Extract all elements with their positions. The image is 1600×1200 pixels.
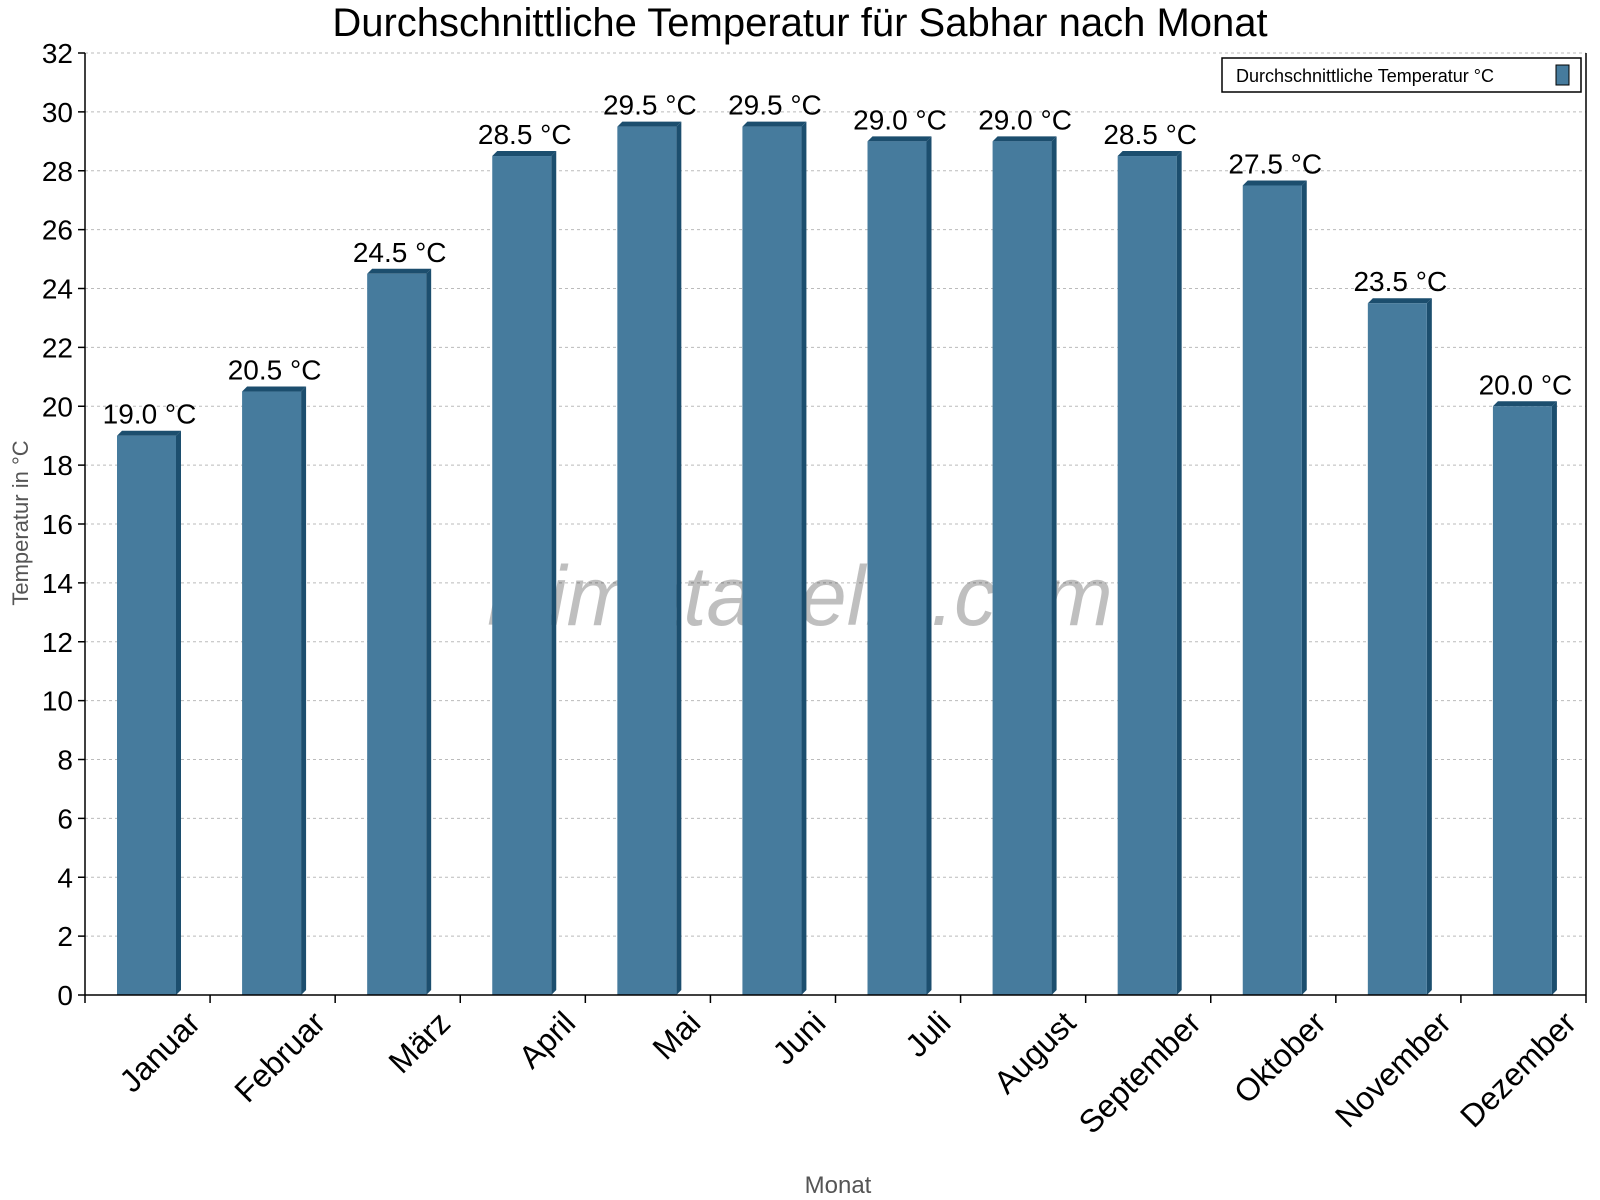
bar-side — [1551, 401, 1557, 995]
bar-top — [867, 136, 932, 142]
data-label: 20.0 °C — [1479, 369, 1573, 400]
bar — [1242, 185, 1302, 995]
bar-side — [301, 386, 307, 995]
y-tick-label: 22 — [42, 332, 73, 363]
data-label: 29.0 °C — [853, 104, 947, 135]
legend: Durchschnittliche Temperatur °C — [1221, 57, 1582, 93]
bar-group: 29.0 °C — [978, 104, 1072, 995]
bars: 19.0 °C 20.5 °C 24.5 °C 28.5 °C 29.5 °C 29.5 … — [103, 90, 1573, 995]
y-tick-label: 10 — [42, 686, 73, 717]
y-tick-label: 20 — [42, 391, 73, 422]
bar — [242, 391, 302, 995]
bar — [367, 273, 427, 995]
data-label: 29.5 °C — [728, 90, 822, 121]
legend-swatch — [1555, 64, 1570, 86]
data-label: 20.5 °C — [228, 355, 322, 386]
y-tick-label: 6 — [57, 803, 73, 834]
bar-group: 20.0 °C — [1479, 369, 1573, 995]
y-tick-label: 8 — [57, 745, 73, 776]
x-tick-label: Juli — [898, 1004, 957, 1063]
bar-side — [801, 121, 807, 995]
x-tick-label: August — [987, 1004, 1083, 1100]
data-label: 27.5 °C — [1228, 148, 1322, 179]
bar-group: 19.0 °C — [103, 399, 197, 995]
bar — [742, 126, 802, 995]
y-tick-label: 28 — [42, 156, 73, 187]
x-tick-label: April — [512, 1004, 583, 1075]
data-label: 29.0 °C — [978, 104, 1072, 135]
x-tick-label: Februar — [227, 1004, 332, 1109]
bar-top — [1117, 151, 1182, 157]
y-tick-label: 30 — [42, 97, 73, 128]
bar-top — [1367, 298, 1432, 304]
bar — [1117, 156, 1177, 995]
bar-side — [426, 268, 432, 995]
y-tick-label: 16 — [42, 509, 73, 540]
x-tick-label: September — [1072, 1004, 1208, 1140]
bar-top — [1242, 180, 1307, 186]
y-axis-label: Temperatur in °C — [8, 440, 33, 605]
bar-side — [551, 151, 557, 995]
bar — [617, 126, 677, 995]
y-tick-label: 0 — [57, 980, 73, 1011]
bar-group: 29.0 °C — [853, 104, 947, 995]
bar-side — [926, 136, 932, 995]
y-tick-label: 32 — [42, 38, 73, 69]
bar-top — [742, 121, 807, 127]
bar-top — [367, 268, 432, 274]
bar — [492, 156, 552, 995]
bar-group: 29.5 °C — [603, 90, 697, 995]
data-label: 28.5 °C — [478, 119, 572, 150]
y-tick-label: 12 — [42, 627, 73, 658]
y-tick-label: 18 — [42, 450, 73, 481]
bar-side — [176, 430, 181, 995]
y-tick-label: 24 — [42, 274, 73, 305]
bar-group: 28.5 °C — [1103, 119, 1197, 995]
data-label: 23.5 °C — [1353, 266, 1447, 297]
x-tick-label: Mai — [645, 1004, 707, 1066]
x-axis-label: Monat — [805, 1172, 872, 1199]
bar-side — [1176, 151, 1182, 995]
bar-group: 28.5 °C — [478, 119, 572, 995]
bar — [117, 435, 176, 995]
legend-box — [1221, 57, 1582, 93]
bar-top — [492, 151, 557, 157]
x-tick-label: Januar — [112, 1004, 207, 1099]
bar — [1492, 406, 1552, 995]
y-tick-label: 26 — [42, 215, 73, 246]
bar-side — [676, 121, 682, 995]
chart-title: Durchschnittliche Temperatur für Sabhar … — [332, 1, 1267, 45]
y-tick-label: 14 — [42, 568, 73, 599]
x-tick-label: Juni — [765, 1004, 832, 1071]
bar-top — [617, 121, 682, 127]
bar-group: 23.5 °C — [1353, 266, 1447, 995]
data-label: 29.5 °C — [603, 90, 697, 121]
x-tick-label: Oktober — [1227, 1004, 1333, 1110]
data-label: 19.0 °C — [103, 399, 197, 430]
bar-top — [117, 430, 181, 436]
bar-group: 20.5 °C — [228, 355, 322, 995]
bar-top — [242, 386, 307, 392]
bar-top — [1492, 401, 1557, 407]
data-label: 28.5 °C — [1103, 119, 1197, 150]
bar-side — [1051, 136, 1057, 995]
bar-group: 29.5 °C — [728, 90, 822, 995]
legend-label: Durchschnittliche Temperatur °C — [1236, 66, 1494, 86]
gridlines — [85, 52, 1586, 937]
bar — [1367, 303, 1427, 995]
bar — [992, 141, 1052, 995]
bar-side — [1301, 180, 1307, 995]
bar — [867, 141, 927, 995]
x-tick-label: Dezember — [1453, 1004, 1583, 1134]
bar-side — [1426, 298, 1432, 995]
data-label: 24.5 °C — [353, 237, 447, 268]
x-tick-label: November — [1328, 1004, 1458, 1134]
y-tick-label: 4 — [57, 862, 73, 893]
bar-group: 24.5 °C — [353, 237, 447, 995]
x-tick-label: März — [381, 1004, 457, 1080]
bar-top — [992, 136, 1057, 142]
bar-group: 27.5 °C — [1228, 148, 1322, 995]
y-tick-label: 2 — [57, 921, 73, 952]
